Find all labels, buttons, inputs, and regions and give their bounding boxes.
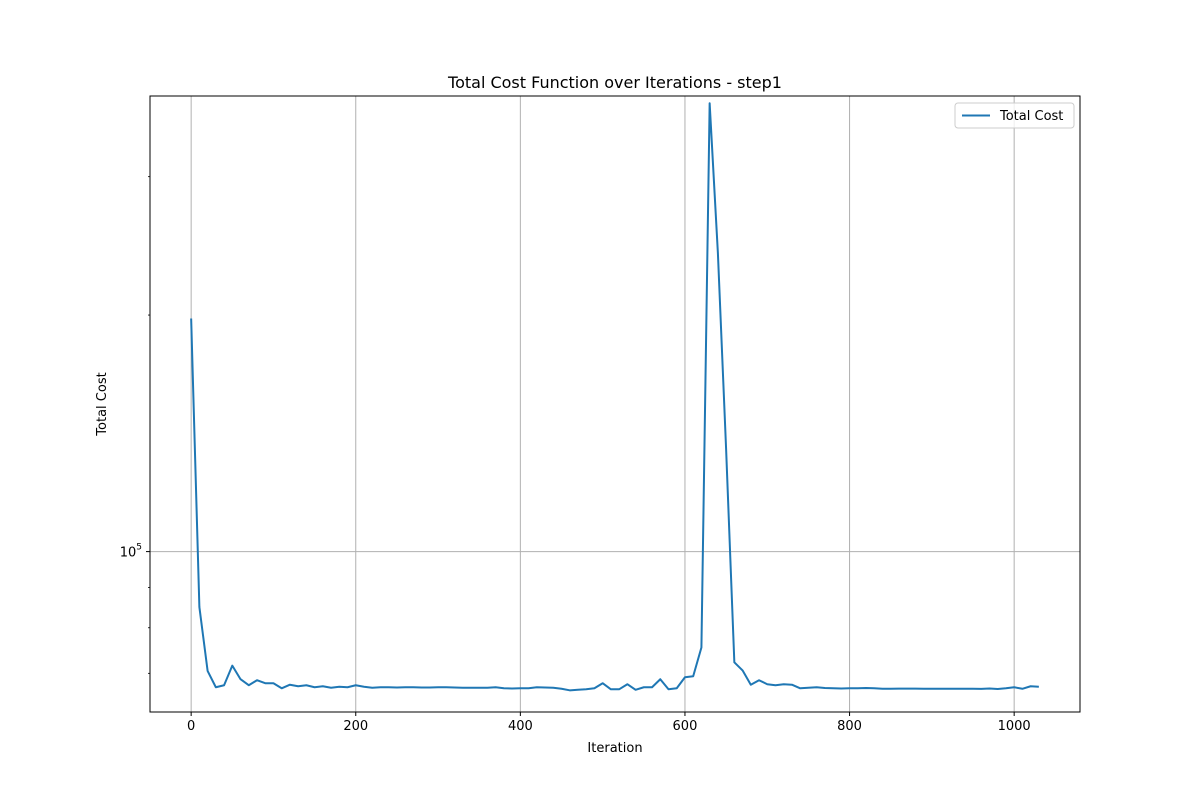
- plot-frame: [149, 95, 1081, 713]
- x-tick-label: 1000: [998, 719, 1031, 734]
- legend: Total Cost: [954, 102, 1075, 129]
- grid-layer: [150, 96, 1080, 712]
- series-layer: [190, 102, 1039, 692]
- legend-box: [954, 102, 1075, 129]
- x-tick-label: 400: [508, 719, 533, 734]
- y-axis-label: Total Cost: [95, 372, 110, 436]
- chart-title: Total Cost Function over Iterations - st…: [447, 73, 782, 92]
- y-tick-label: 105: [120, 543, 142, 561]
- series-line-total-cost: [190, 102, 1039, 692]
- x-tick-label: 800: [837, 719, 862, 734]
- x-tick-label: 0: [187, 719, 195, 734]
- legend-label-total-cost: Total Cost: [999, 109, 1063, 124]
- tick-layer: 0 200 400 600 800 1000 105: [120, 176, 1031, 734]
- x-axis-label: Iteration: [587, 741, 642, 756]
- x-tick-label: 200: [343, 719, 368, 734]
- x-tick-label: 600: [673, 719, 698, 734]
